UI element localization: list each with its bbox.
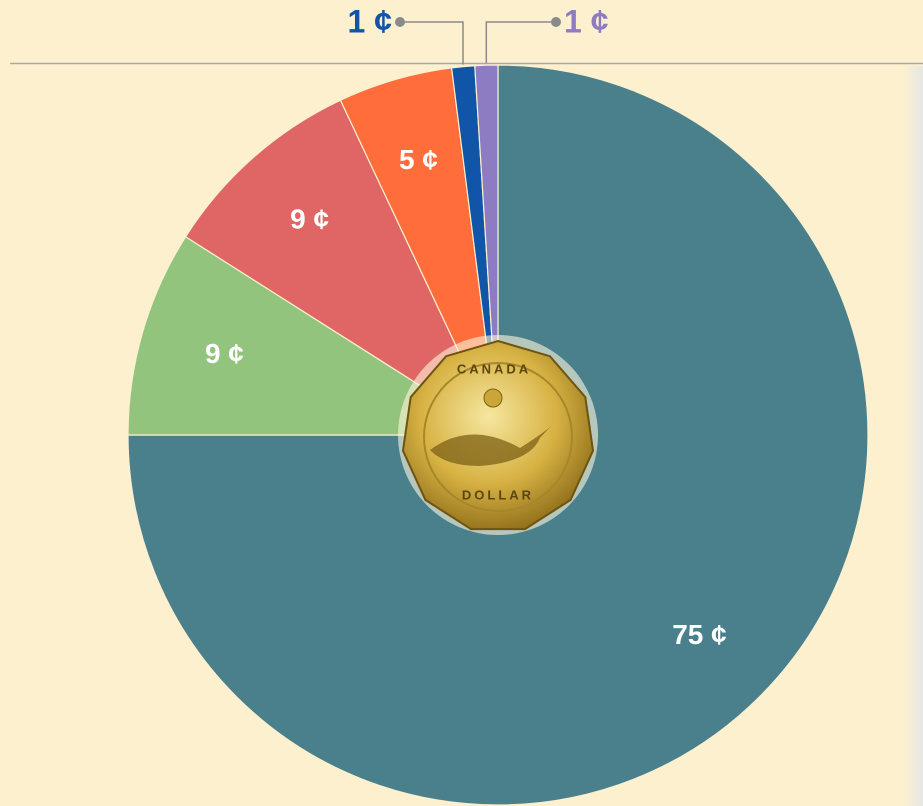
value-label: 9 ¢ [290,204,329,235]
value-label: 9 ¢ [205,338,244,369]
coin-emblem [484,389,502,407]
coin: CANADA DOLLAR [398,335,598,535]
connector-dot [395,17,405,27]
value-label: 75 ¢ [672,619,727,650]
coin-bottom-text: DOLLAR [462,487,534,502]
connector-dot [551,17,561,27]
chart: 75 ¢ 9 ¢ 9 ¢ 5 ¢ 1 ¢ 1 ¢ CANADA DOLLAR [0,0,923,806]
value-label: 1 ¢ [564,3,609,39]
coin-top-text: CANADA [457,361,531,376]
side-panel [903,66,923,806]
page: 75 ¢9 ¢9 ¢5 ¢1 ¢1 ¢ CANADA DOLLAR (() =>… [0,0,923,806]
value-label: 1 ¢ [348,3,393,39]
value-label: 5 ¢ [399,144,438,175]
